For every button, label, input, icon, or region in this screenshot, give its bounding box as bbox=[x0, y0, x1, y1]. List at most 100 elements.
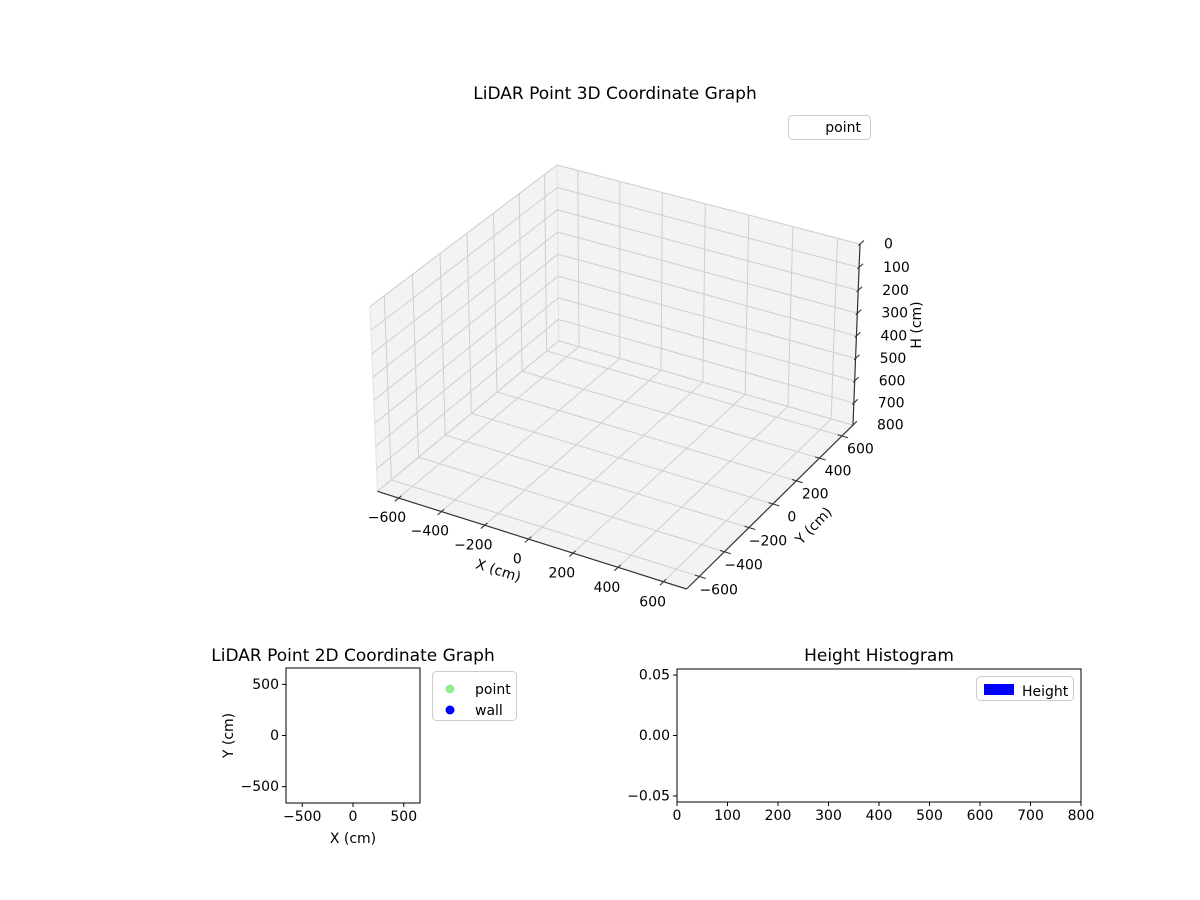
axes-frame bbox=[285, 667, 421, 804]
x-tick-label: 0 bbox=[349, 809, 358, 825]
grid-line bbox=[374, 275, 559, 424]
grid-line bbox=[411, 274, 420, 458]
x-tick-label: −500 bbox=[283, 809, 321, 825]
grid-line bbox=[441, 357, 621, 512]
grid-line bbox=[660, 192, 663, 371]
grid-line bbox=[557, 253, 857, 337]
grid-line bbox=[496, 391, 797, 482]
x-tick-label: 300 bbox=[815, 808, 842, 824]
x-tick-label: 600 bbox=[639, 594, 666, 610]
y-tick-label: −400 bbox=[724, 558, 762, 574]
grid-line bbox=[556, 164, 861, 245]
grid-line bbox=[391, 479, 700, 577]
x-axis-line bbox=[377, 490, 687, 590]
grid-line bbox=[663, 418, 832, 583]
tick-mark bbox=[719, 549, 731, 555]
plot2d-axes: −500 0 500 −500 0 500 bbox=[241, 667, 421, 825]
tick-mark bbox=[791, 478, 803, 484]
tick-mark bbox=[856, 286, 863, 293]
tick-mark bbox=[851, 398, 859, 405]
x-tick-label: −600 bbox=[368, 510, 406, 526]
hist-legend-label-height: Height bbox=[1022, 684, 1069, 700]
plot3d-legend-frame bbox=[788, 115, 871, 140]
y-tick-label: 0 bbox=[787, 510, 796, 526]
grid-line bbox=[702, 203, 706, 383]
x-tick-label: 500 bbox=[916, 808, 943, 824]
x-tick-label: 400 bbox=[866, 808, 893, 824]
tick-mark bbox=[853, 354, 860, 361]
grid-line bbox=[521, 370, 820, 459]
grid-line bbox=[373, 253, 559, 401]
z-tick-label: 300 bbox=[881, 306, 908, 322]
grid-line bbox=[528, 381, 704, 540]
plot3d-legend: point bbox=[788, 115, 871, 140]
plot3d-z-axis-label: H (cm) bbox=[909, 301, 925, 348]
y-tick-label: 600 bbox=[847, 441, 874, 457]
tick-mark bbox=[613, 564, 621, 572]
grid-line bbox=[377, 340, 560, 492]
grid-line bbox=[466, 233, 472, 414]
tick-mark bbox=[437, 508, 445, 516]
grid-line bbox=[518, 193, 523, 372]
z-tick-label: 200 bbox=[882, 283, 909, 299]
plot2d-x-axis-label: X (cm) bbox=[330, 831, 376, 847]
z-tick-label: 600 bbox=[879, 373, 906, 389]
x-tick-label: 500 bbox=[390, 809, 417, 825]
y-tick-label: −500 bbox=[241, 779, 279, 795]
grid-line bbox=[492, 213, 498, 393]
grid-line bbox=[370, 187, 558, 331]
y-tick-label: 400 bbox=[825, 464, 852, 480]
grid-line bbox=[418, 456, 725, 553]
grid-line bbox=[558, 297, 855, 382]
x-tick-label: 200 bbox=[548, 565, 575, 581]
plot3d-legend-label-point: point bbox=[825, 120, 861, 136]
grid-line bbox=[546, 350, 843, 437]
grid-line bbox=[744, 215, 750, 395]
plot3d-y-axis-label: Y (cm) bbox=[792, 504, 836, 548]
grid-line bbox=[577, 170, 580, 347]
y-tick-label: −200 bbox=[749, 533, 787, 549]
hist-legend: Height bbox=[976, 676, 1074, 701]
x-tick-label: −200 bbox=[454, 537, 492, 553]
grid-line bbox=[557, 187, 860, 268]
z-tick-label: 100 bbox=[883, 260, 910, 276]
x-tick-label: 100 bbox=[714, 808, 741, 824]
tick-mark bbox=[857, 263, 864, 270]
grid-line bbox=[557, 275, 856, 359]
plot-histogram: 0 100 200 300 400 500 600 700 800 −0.05 0.00 0.05 H… bbox=[627, 646, 1094, 824]
grid-line bbox=[371, 209, 558, 355]
grid-line bbox=[484, 369, 662, 526]
tick-mark bbox=[524, 536, 532, 543]
z-tick-label: 0 bbox=[884, 237, 893, 253]
y-tick-label: 0.00 bbox=[639, 728, 670, 744]
grid-line bbox=[544, 174, 548, 351]
grid-line bbox=[383, 295, 392, 480]
plot-3d: −600−400−2000200400600−600−400−200020040… bbox=[368, 84, 925, 610]
grid-line bbox=[830, 238, 838, 419]
x-tick-label: 200 bbox=[765, 808, 792, 824]
hist-title: Height Histogram bbox=[804, 646, 954, 666]
plot2d-y-axis-label: Y (cm) bbox=[221, 713, 237, 759]
plot3d-tick-labels: −600−400−2000200400600−600−400−200020040… bbox=[368, 237, 910, 611]
tick-mark bbox=[837, 434, 849, 439]
x-tick-label: 800 bbox=[1068, 808, 1095, 824]
grid-line bbox=[787, 226, 794, 407]
wall-legend-marker bbox=[445, 705, 455, 715]
plot3d-axis-lines bbox=[377, 244, 861, 590]
grid-line bbox=[557, 231, 858, 314]
x-tick-label: 600 bbox=[967, 808, 994, 824]
grid-line bbox=[445, 434, 750, 529]
grid-line bbox=[471, 412, 774, 505]
tick-mark bbox=[568, 550, 576, 557]
z-tick-label: 400 bbox=[880, 328, 907, 344]
tick-mark bbox=[659, 578, 667, 586]
plot3d-tick-marks bbox=[394, 240, 865, 586]
grid-line bbox=[558, 340, 854, 426]
tick-mark bbox=[854, 331, 861, 338]
grid-line bbox=[439, 253, 446, 436]
grid-line bbox=[558, 318, 854, 404]
y-tick-label: 200 bbox=[802, 486, 829, 502]
tick-mark bbox=[768, 502, 780, 507]
